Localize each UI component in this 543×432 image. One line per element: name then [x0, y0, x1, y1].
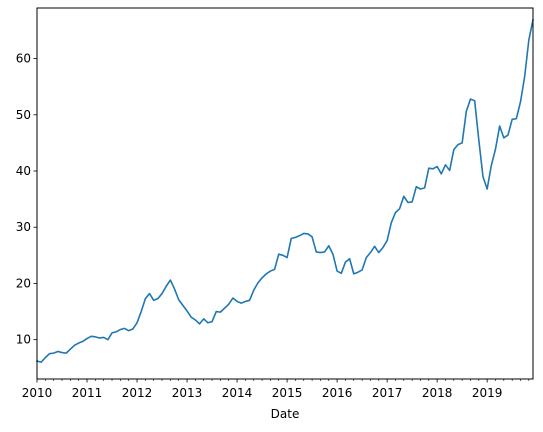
- x-tick-label: 2013: [172, 386, 203, 400]
- y-tick-label: 60: [16, 52, 31, 66]
- x-tick-label: 2018: [422, 386, 453, 400]
- x-tick-label: 2019: [472, 386, 503, 400]
- y-tick-label: 50: [16, 108, 31, 122]
- x-tick-label: 2012: [122, 386, 153, 400]
- x-tick-label: 2011: [72, 386, 103, 400]
- plot-frame: [36, 7, 534, 380]
- y-tick-label: 10: [16, 333, 31, 347]
- y-tick-label: 40: [16, 164, 31, 178]
- x-tick-label: 2014: [222, 386, 253, 400]
- x-tick-label: 2015: [272, 386, 303, 400]
- x-tick-label: 2010: [22, 386, 53, 400]
- x-axis-ticks: 2010 2011 2012 2013 2014 2015 2016 2017 2018 2019: [22, 379, 530, 400]
- x-axis-label: Date: [271, 407, 300, 421]
- y-tick-label: 30: [16, 220, 31, 234]
- y-tick-label: 20: [16, 276, 31, 290]
- y-axis-ticks: 10 20 30 40 50 60: [16, 52, 37, 347]
- series-line: [36, 18, 534, 363]
- x-tick-label: 2016: [322, 386, 353, 400]
- x-tick-label: 2017: [372, 386, 403, 400]
- series-layer: [36, 18, 534, 363]
